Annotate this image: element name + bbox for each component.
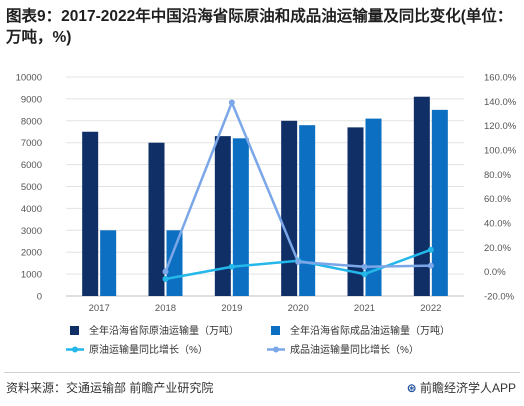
legend-label: 全年沿海省际原油运输量（万吨） [89, 324, 239, 337]
legend-swatch [271, 326, 280, 335]
point-原油运输量同比增长（%） [427, 246, 434, 253]
y-left-tick-label: 3000 [21, 226, 42, 237]
y-left-tick-label: 4000 [21, 204, 42, 215]
x-tick-label: 2018 [155, 303, 176, 314]
brand-name: 前瞻经济学人APP [419, 381, 516, 395]
y-left-tick-label: 10000 [16, 73, 42, 84]
y-right-tick-label: 60.0% [484, 194, 511, 205]
point-成品油运输量同比增长（%） [427, 262, 434, 269]
line-成品油运输量同比增长（%） [164, 99, 431, 273]
bar-全年沿海省际原油运输量（万吨） [82, 131, 99, 296]
brand-footer: ⊛ 前瞻经济学人APP [407, 379, 516, 396]
brand-logo-icon: ⊛ [406, 381, 417, 395]
point-原油运输量同比增长（%） [361, 271, 368, 278]
legend: 全年沿海省际原油运输量（万吨） 全年沿海省际成品油运输量（万吨） 原油运输量同比增长… [66, 324, 450, 356]
x-tick-label: 2021 [354, 303, 375, 314]
legend-label: 原油运输量同比增长（%） [89, 343, 208, 356]
x-tick-label: 2017 [89, 303, 110, 314]
y-right-tick-label: 160.0% [484, 73, 517, 84]
x-axis: 2017 2018 2019 2020 2021 2022 [66, 295, 464, 314]
legend-swatch [70, 326, 79, 335]
y-left-tick-label: 7000 [21, 138, 42, 149]
point-成品油运输量同比增长（%） [228, 99, 235, 106]
source-note: 资料来源：交通运输部 前瞻产业研究院 [6, 381, 214, 395]
bar-全年沿海省际原油运输量（万吨） [214, 136, 231, 296]
bar-全年沿海省际原油运输量（万吨） [413, 96, 430, 297]
y-left-tick-label: 9000 [21, 94, 42, 105]
y-right-tick-label: 80.0% [484, 170, 511, 181]
y-left-tick-label: 0 [37, 292, 42, 303]
x-tick-label: 2019 [221, 303, 242, 314]
point-成品油运输量同比增长（%） [162, 268, 169, 275]
bar-全年沿海省际原油运输量（万吨） [347, 127, 364, 297]
y-axis-right-ticks: -20.0% 0.0% 20.0% 40.0% 60.0% 80.0% 100.0% 120.… [484, 73, 517, 303]
line-series [162, 99, 434, 282]
legend-marker [72, 346, 78, 353]
y-right-tick-label: 120.0% [484, 121, 517, 132]
point-成品油运输量同比增长（%） [361, 263, 368, 270]
legend-label: 全年沿海省际成品油运输量（万吨） [290, 324, 450, 337]
y-axis-left-ticks: 0 1000 2000 3000 4000 5000 6000 7000 8000 9000 100… [16, 73, 42, 303]
bar-全年沿海省际成品油运输量（万吨） [299, 125, 316, 297]
x-tick-label: 2022 [420, 303, 441, 314]
legend-marker [273, 346, 279, 353]
y-left-tick-label: 6000 [21, 160, 42, 171]
bar-全年沿海省际成品油运输量（万吨） [365, 118, 382, 296]
y-right-tick-label: 40.0% [484, 219, 511, 230]
y-right-tick-label: 0.0% [484, 267, 506, 278]
y-left-tick-label: 1000 [21, 270, 42, 281]
y-right-tick-label: -20.0% [484, 292, 515, 303]
chart-title: 图表9：2017-2022年中国沿海省际原油和成品油运输量及同比变化(单位：万吨… [6, 8, 513, 46]
bar-全年沿海省际原油运输量（万吨） [148, 142, 165, 296]
y-left-tick-label: 5000 [21, 182, 42, 193]
footer-divider [4, 372, 520, 373]
point-原油运输量同比增长（%） [162, 275, 169, 282]
y-left-tick-label: 2000 [21, 248, 42, 259]
bar-全年沿海省际成品油运输量（万吨） [100, 230, 117, 296]
y-right-tick-label: 100.0% [484, 146, 517, 157]
x-tick-label: 2020 [288, 303, 309, 314]
point-成品油运输量同比增长（%） [295, 258, 302, 265]
bar-全年沿海省际成品油运输量（万吨） [232, 138, 249, 296]
bar-全年沿海省际原油运输量（万吨） [281, 120, 298, 296]
bar-全年沿海省际成品油运输量（万吨） [166, 230, 183, 296]
gridlines [66, 76, 464, 297]
y-right-tick-label: 20.0% [484, 243, 511, 254]
y-right-tick-label: 140.0% [484, 97, 517, 108]
legend-label: 成品油运输量同比增长（%） [290, 343, 419, 356]
y-left-tick-label: 8000 [21, 116, 42, 127]
point-原油运输量同比增长（%） [228, 263, 235, 270]
bar-全年沿海省际成品油运输量（万吨） [431, 109, 448, 296]
